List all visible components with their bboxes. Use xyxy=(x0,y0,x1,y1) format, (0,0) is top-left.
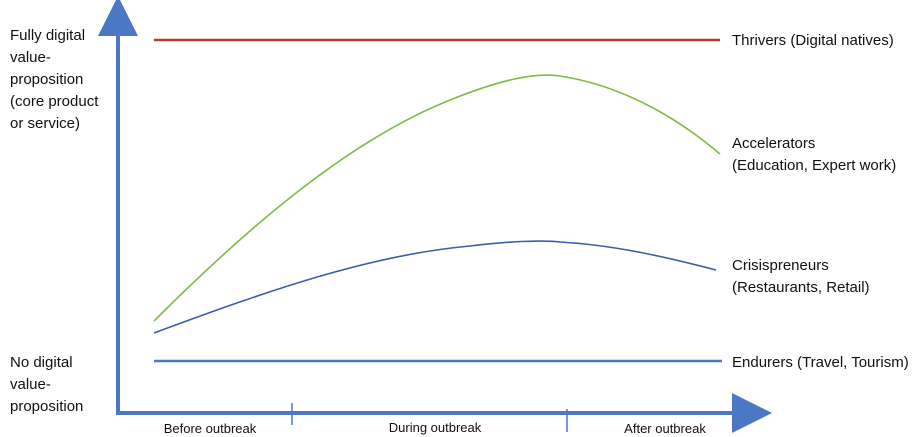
phase-label-before: Before outbreak xyxy=(163,421,257,436)
phase-label-after: After outbreak xyxy=(624,421,706,436)
y-axis-bottom-label: No digital value- proposition xyxy=(10,354,84,415)
phase-label-during: During outbreak xyxy=(388,420,482,435)
crisispreneurs-curve xyxy=(153,240,717,334)
crisispreneurs-label: Crisispreneurs (Restaurants, Retail) xyxy=(732,257,870,296)
accelerators-label: Accelerators (Education, Expert work) xyxy=(732,135,897,174)
thrivers-label: Thrivers (Digital natives) xyxy=(732,32,894,49)
accelerators-curve xyxy=(153,74,721,322)
y-axis-top-label: Fully digital value- proposition (core p… xyxy=(10,27,99,132)
endurers-label: Endurers (Travel, Tourism) xyxy=(732,354,909,371)
